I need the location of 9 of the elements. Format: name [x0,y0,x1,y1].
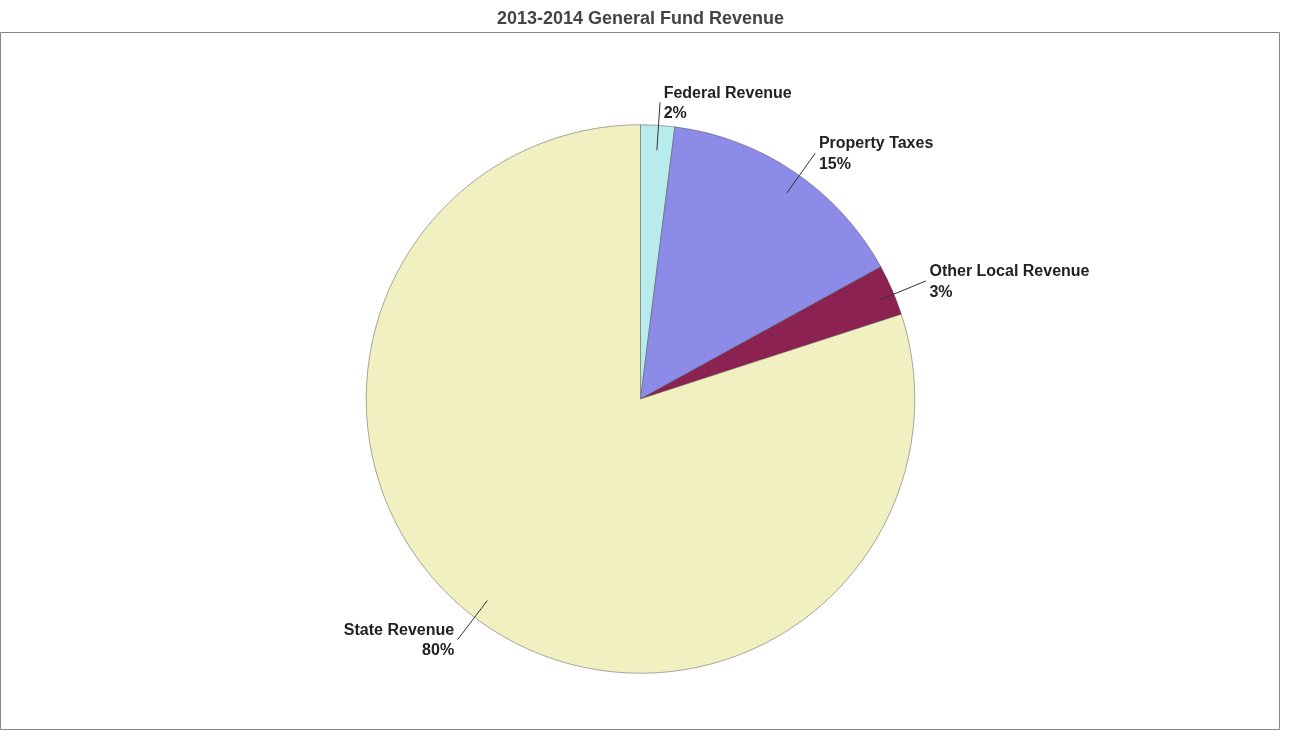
slice-label: Other Local Revenue [929,262,1090,280]
data-label: 15% [818,154,851,172]
chart-title: 2013-2014 General Fund Revenue [496,7,785,28]
slice-label: State Revenue [343,620,455,638]
slice-label: Federal Revenue [663,83,792,101]
data-label: 2% [663,104,687,122]
slice-label: Property Taxes [818,134,934,152]
data-label: 80% [422,641,455,659]
data-label: 3% [929,282,953,300]
